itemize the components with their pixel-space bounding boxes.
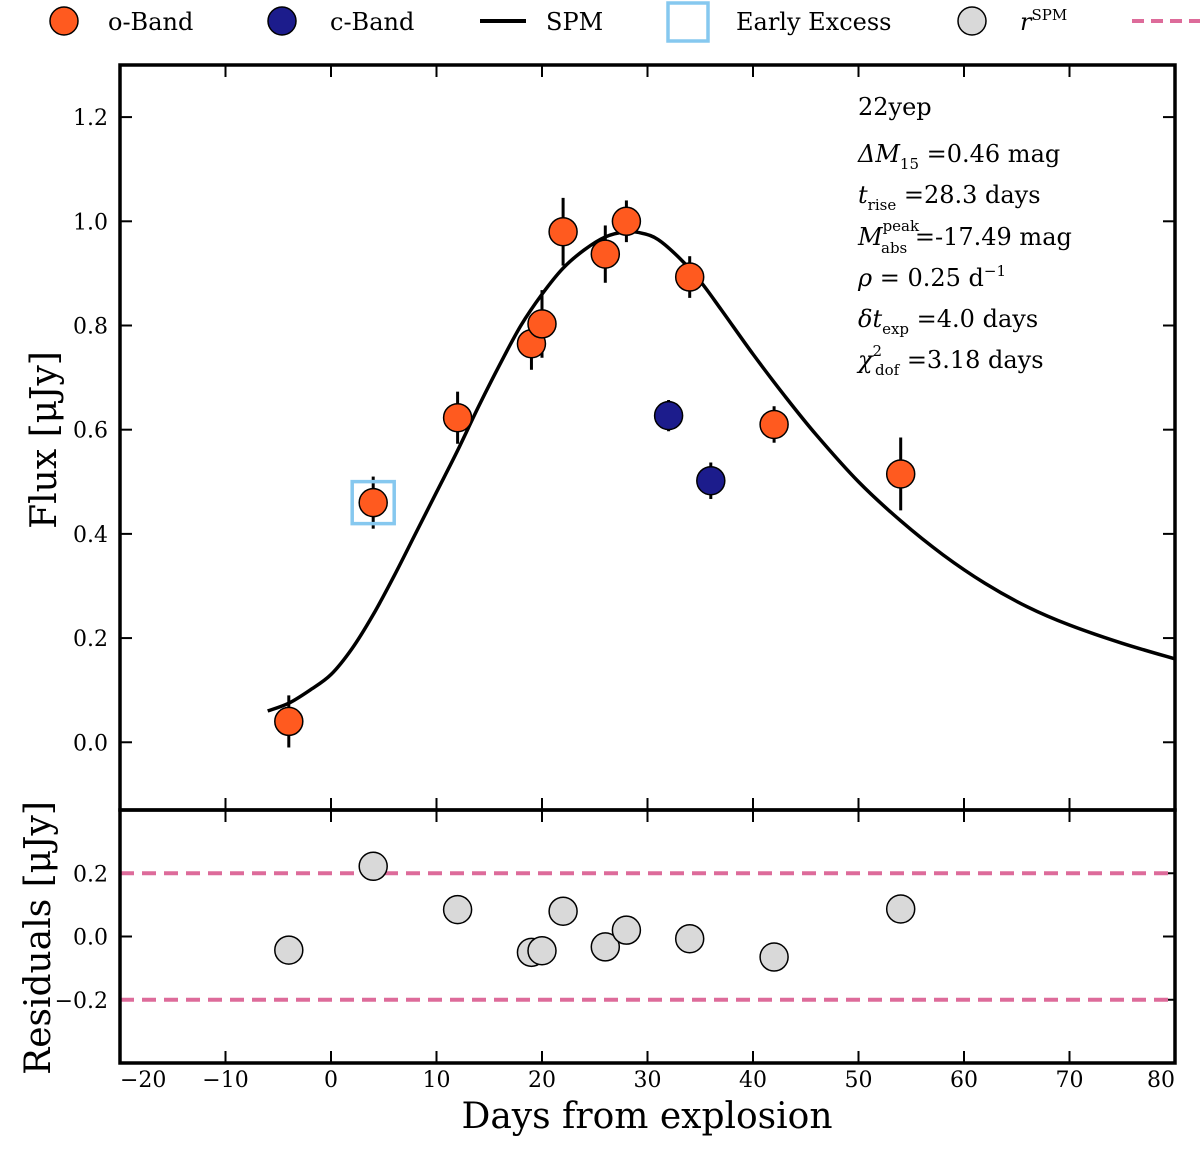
- legend-residual-marker: [957, 6, 987, 36]
- spm-curve-group: [267, 229, 1176, 713]
- top-panel-frame: [118, 63, 1177, 812]
- residual-point: [442, 894, 473, 925]
- bottom-xtick-label: 10: [423, 1068, 451, 1093]
- legend-spm-label: SPM: [546, 8, 603, 36]
- residual-point: [611, 915, 642, 945]
- legend-c-band-marker: [267, 6, 297, 36]
- legend: o-Band c-Band SPM Early Excess rSPM: [49, 1, 1200, 43]
- bottom-xtick-label: 0: [324, 1068, 338, 1093]
- annotation-dm15: ΔM15 =0.46 mag: [857, 140, 1060, 173]
- residual-points: [274, 851, 916, 972]
- annotation-block: 22yep ΔM15 =0.46 mag trise =28.3 days Mp…: [856, 93, 1072, 379]
- bottom-xtick-label: 30: [634, 1068, 662, 1093]
- annotation-dtexp: δtexp =4.0 days: [858, 305, 1038, 338]
- legend-o-band-marker: [49, 6, 79, 36]
- spm-curve: [267, 229, 1176, 713]
- residual-point: [274, 935, 304, 965]
- bottom-xtick-label: 20: [528, 1068, 556, 1093]
- bottom-xtick-label: −20: [120, 1068, 166, 1093]
- o-band-point: [759, 409, 789, 440]
- bottom-xtick-label: −10: [202, 1068, 248, 1093]
- annotation-name: 22yep: [858, 93, 932, 121]
- residual-point: [885, 894, 916, 924]
- c-band-point: [696, 465, 726, 496]
- top-ytick-label: 0.4: [73, 523, 108, 548]
- o-band-point: [548, 216, 578, 247]
- o-band-point: [590, 239, 621, 269]
- bottom-ytick-label: −0.2: [55, 989, 108, 1014]
- bottom-xtick-label: 50: [845, 1068, 873, 1093]
- bottom-xtick-label: 60: [950, 1068, 978, 1093]
- panel-frames: [118, 63, 1177, 1065]
- annotation-chi2: χ2 dof =3.18 days: [856, 342, 1044, 379]
- early-excess-marker: [350, 479, 396, 526]
- legend-early-excess-marker: [666, 1, 710, 43]
- top-ytick-label: 0.6: [73, 419, 108, 444]
- bottom-xtick-label: 40: [739, 1068, 767, 1093]
- legend-residual-label: rSPM: [1020, 6, 1067, 36]
- bottom-ytick-label: 0.2: [73, 862, 108, 887]
- bottom-ytick-label: 0.0: [73, 926, 108, 951]
- top-ytick-label: 0.2: [73, 627, 108, 652]
- residual-point: [590, 932, 621, 962]
- legend-o-band-label: o-Band: [108, 8, 193, 36]
- bottom-ylabel: Residuals [μJy]: [18, 801, 59, 1075]
- legend-c-band-label: c-Band: [330, 8, 414, 36]
- o-band-point: [442, 402, 473, 433]
- bottom-axis-ticks: −0.2 0.0 0.2 −20 −10 0 10 20 30 40 50 60 70 80: [55, 810, 1176, 1093]
- o-band-point: [611, 206, 642, 237]
- top-ytick-label: 0.0: [73, 731, 108, 756]
- top-ytick-label: 1.0: [73, 210, 108, 235]
- residual-thresholds: [120, 871, 1175, 1002]
- bottom-xtick-label: 70: [1056, 1068, 1084, 1093]
- o-band-point: [885, 459, 916, 489]
- top-ytick-label: 1.2: [73, 106, 108, 131]
- top-axis-ticks: 0.0 0.2 0.4 0.6 0.8 1.0 1.2: [73, 65, 1176, 810]
- residual-point: [548, 896, 578, 926]
- residual-point: [358, 851, 388, 882]
- bottom-panel-frame: [118, 808, 1177, 1065]
- annotation-rho: ρ = 0.25 d−1: [857, 262, 1006, 292]
- c-band-point: [653, 400, 684, 431]
- annotation-mabs: Mpeak abs =-17.49 mag: [857, 217, 1072, 257]
- o-band-point: [527, 309, 557, 339]
- legend-early-excess-label: Early Excess: [736, 8, 892, 36]
- o-band-point: [274, 706, 304, 737]
- annotation-trise: trise =28.3 days: [858, 181, 1041, 214]
- residual-point: [674, 923, 705, 954]
- residual-point: [527, 935, 557, 966]
- errorbars: [287, 197, 903, 748]
- bottom-xtick-label: 80: [1147, 1068, 1175, 1093]
- o-band-point: [358, 487, 388, 518]
- residual-point: [759, 942, 789, 972]
- top-ytick-label: 0.8: [73, 314, 108, 339]
- o-band-point: [674, 262, 705, 292]
- top-ylabel: Flux [μJy]: [24, 351, 65, 529]
- xlabel: Days from explosion: [461, 1096, 832, 1137]
- data-points: [274, 206, 916, 737]
